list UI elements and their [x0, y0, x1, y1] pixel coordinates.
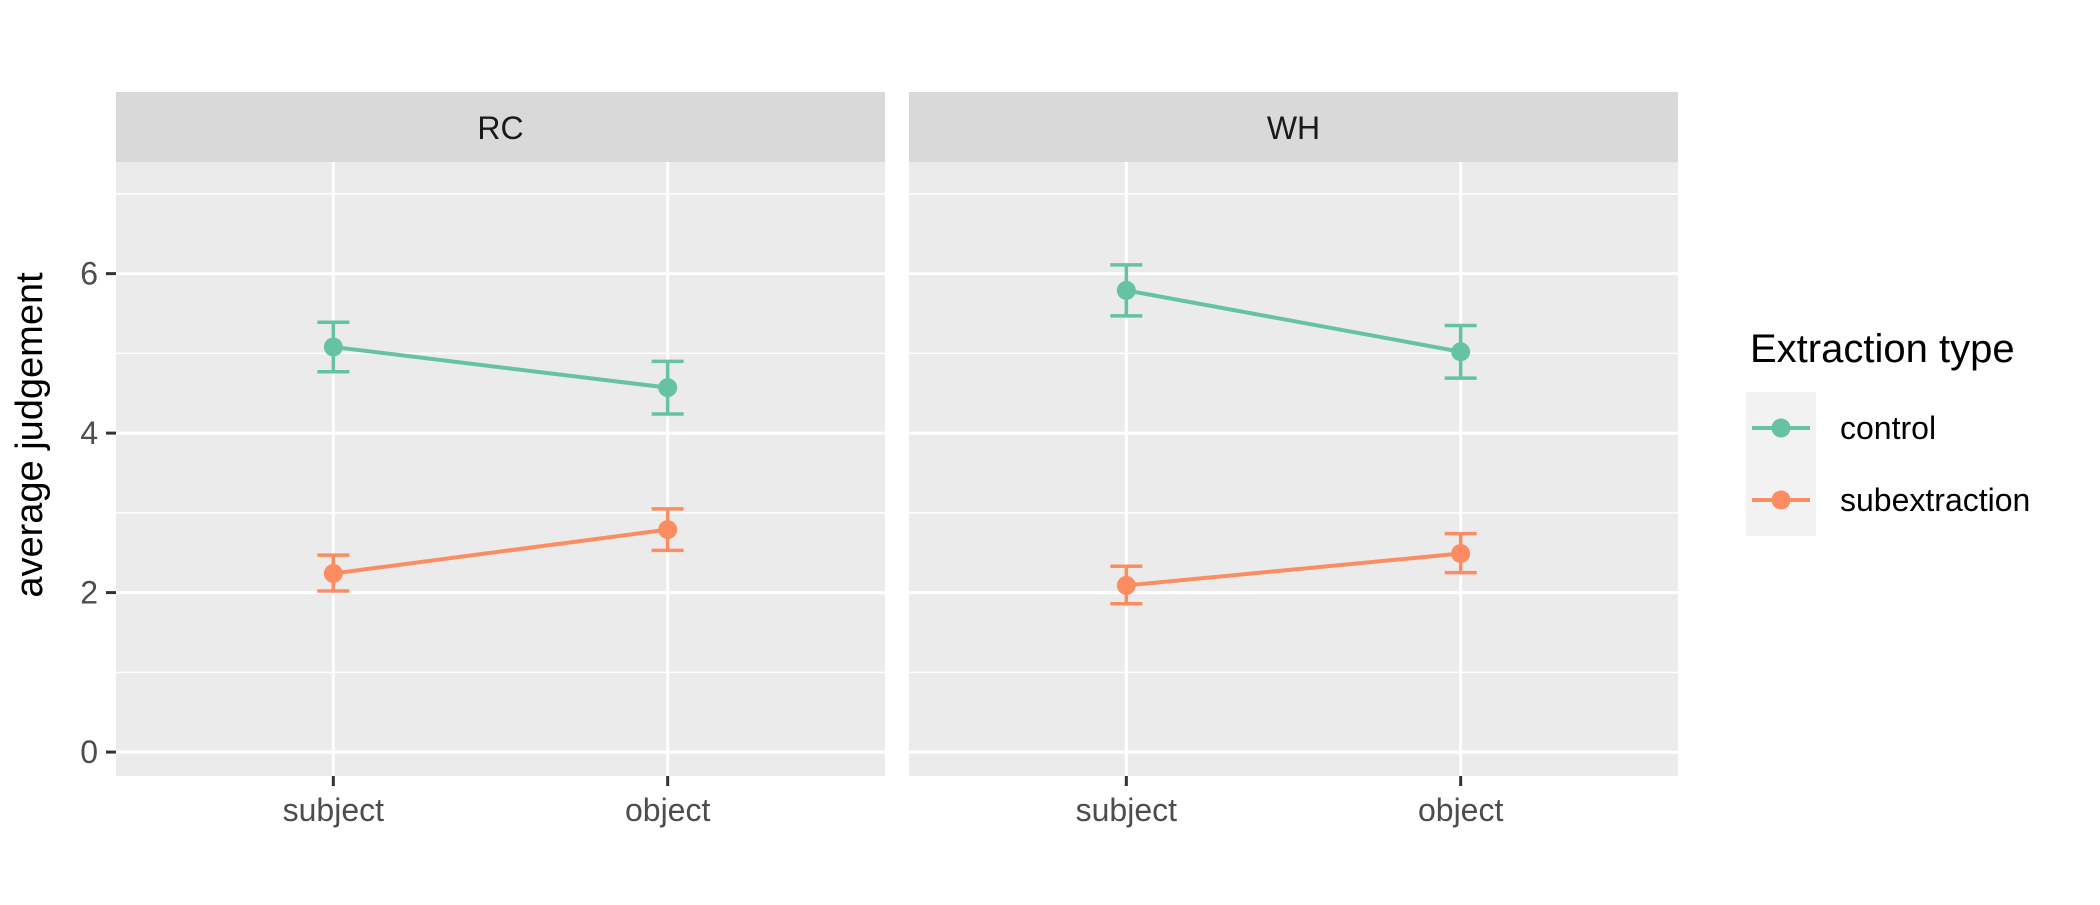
legend-key-point-control [1771, 418, 1791, 438]
series-line-subextraction [1126, 551, 1461, 588]
data-point-control [1116, 280, 1136, 300]
series-line-control [333, 345, 668, 390]
data-point-subextraction [323, 563, 343, 583]
y-tick-label: 4 [80, 415, 98, 451]
data-point-subextraction [658, 520, 678, 540]
panel-background-RC [116, 162, 885, 776]
x-tick-label: subject [1076, 792, 1178, 828]
legend-label-subextraction: subextraction [1840, 482, 2030, 518]
series-line-subextraction [333, 527, 668, 576]
legend-key-background [1746, 392, 1816, 536]
y-tick-label: 6 [80, 256, 98, 292]
legend-key-point-subextraction [1771, 490, 1791, 510]
data-point-control [323, 337, 343, 357]
data-point-control [658, 378, 678, 398]
x-tick-label: object [625, 792, 711, 828]
legend-title: Extraction type [1750, 327, 2015, 371]
x-tick-label: subject [283, 792, 385, 828]
data-point-subextraction [1116, 575, 1136, 595]
facet-strip-RC [116, 92, 885, 162]
y-tick-label: 0 [80, 734, 98, 770]
facet-label-RC: RC [477, 110, 523, 146]
legend-label-control: control [1840, 410, 1936, 446]
facet-strip-WH [909, 92, 1678, 162]
data-point-control [1451, 342, 1471, 362]
x-tick-label: object [1418, 792, 1504, 828]
facet-label-WH: WH [1267, 110, 1320, 146]
data-point-subextraction [1451, 544, 1471, 564]
panel-background-WH [909, 162, 1678, 776]
y-axis-title: average judgement [9, 272, 51, 598]
series-line-control [1125, 288, 1462, 354]
y-tick-label: 2 [80, 575, 98, 611]
